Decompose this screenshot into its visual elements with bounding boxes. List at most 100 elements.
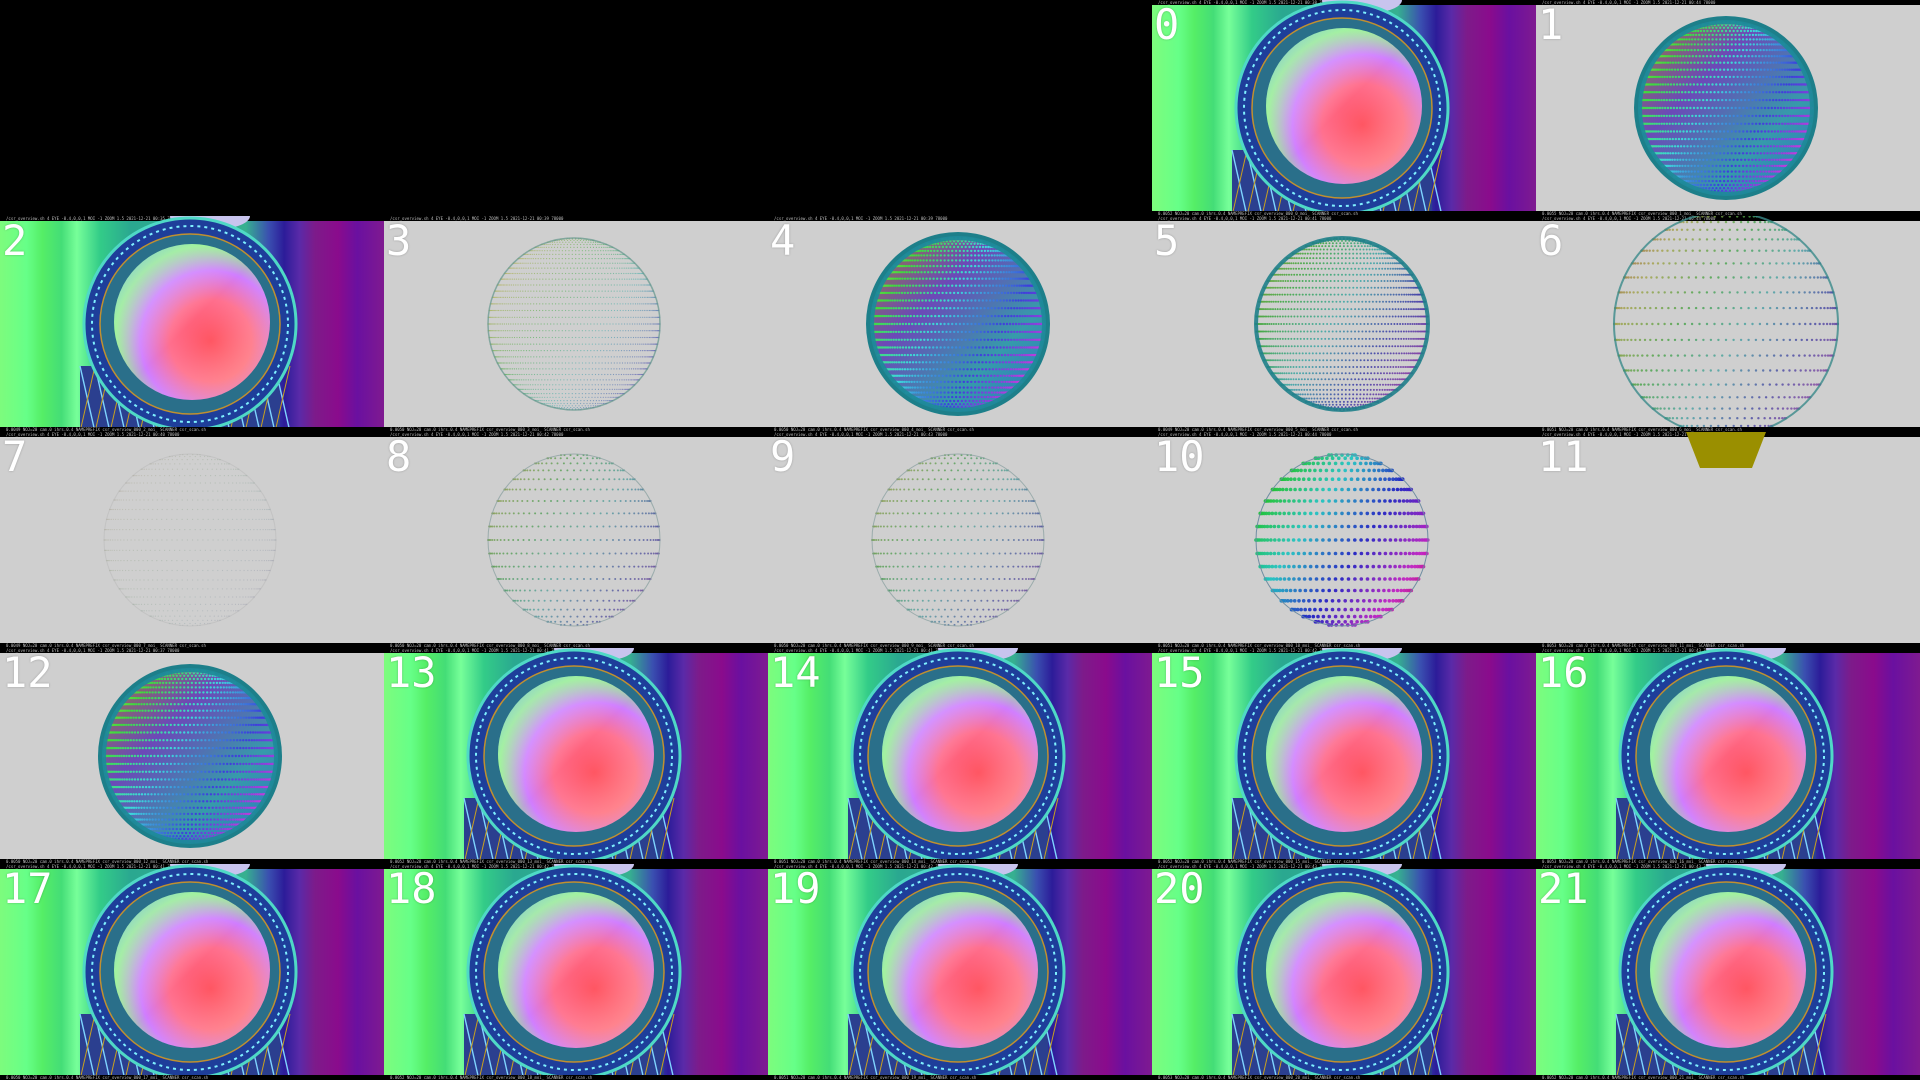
sphere-render: [487, 237, 661, 411]
tile-footer-text: 0.0051 NOJ=20 cam.0 ihrs.0.4 NAMEPREFIX …: [1542, 427, 1742, 432]
tile-footer-strip: 0.0049 NOJ=20 cam.0 ihrs.0.4 NAMEPREFIX …: [0, 643, 384, 648]
pmt-ring: [1243, 873, 1441, 1071]
frame-tile-8[interactable]: /csr_overview.sh 4 EYE -0.4,0,0,1 MOI -1…: [384, 432, 768, 648]
sphere-render: [1231, 648, 1450, 864]
frame-tile-5[interactable]: /csr_overview.sh 4 EYE -0.4,0,0,1 MOI -1…: [1152, 216, 1536, 432]
sphere-render: [79, 864, 298, 1080]
tile-footer-strip: 0.0051 NOJ=20 cam.0 ihrs.0.4 NAMEPREFIX …: [1536, 427, 1920, 432]
tile-index-label: 15: [1154, 648, 1205, 697]
tile-footer-strip: 0.0050 NOJ=20 cam.0 ihrs.0.4 NAMEPREFIX …: [384, 427, 768, 432]
pmt-ring: [91, 873, 289, 1071]
pmt-sphere: [487, 237, 661, 411]
tile-footer-text: 0.0050 NOJ=20 cam.0 ihrs.0.4 NAMEPREFIX …: [390, 643, 590, 648]
tile-header-text: /csr_overview.sh 4 EYE -0.4,0,0,1 MOI -1…: [6, 432, 180, 437]
sphere-render: [463, 864, 682, 1080]
tile-footer-text: 0.0051 NOJ=20 cam.0 ihrs.0.4 NAMEPREFIX …: [774, 859, 977, 864]
tile-footer-text: 0.0050 NOJ=20 cam.0 ihrs.0.4 NAMEPREFIX …: [6, 1075, 209, 1080]
tile-index-label: 5: [1154, 216, 1180, 265]
tile-header-text: /csr_overview.sh 4 EYE -0.4,0,0,1 MOI -1…: [1542, 0, 1716, 5]
tile-index-label: 18: [386, 864, 437, 913]
frame-tile-14[interactable]: /csr_overview.sh 4 EYE -0.4,0,0,1 MOI -1…: [768, 648, 1152, 864]
tile-header-text: /csr_overview.sh 4 EYE -0.4,0,0,1 MOI -1…: [774, 648, 948, 653]
tile-footer-strip: 0.0052 NOJ=20 cam.0 ihrs.0.4 NAMEPREFIX …: [1536, 1075, 1920, 1080]
tile-header-strip: /csr_overview.sh 4 EYE -0.4,0,0,1 MOI -1…: [1152, 216, 1536, 221]
tile-index-label: 9: [770, 432, 796, 481]
pmt-ring: [1243, 9, 1441, 207]
sphere-render: [1231, 864, 1450, 1080]
frame-tile-19[interactable]: /csr_overview.sh 4 EYE -0.4,0,0,1 MOI -1…: [768, 864, 1152, 1080]
tile-header-text: /csr_overview.sh 4 EYE -0.4,0,0,1 MOI -1…: [1542, 648, 1716, 653]
tile-header-text: /csr_overview.sh 4 EYE -0.4,0,0,1 MOI -1…: [1158, 432, 1332, 437]
frame-tile-18[interactable]: /csr_overview.sh 4 EYE -0.4,0,0,1 MOI -1…: [384, 864, 768, 1080]
tile-index-label: 2: [2, 216, 28, 265]
tile-footer-strip: 0.0052 NOJ=20 cam.0 ihrs.0.4 NAMEPREFIX …: [1152, 211, 1536, 216]
frame-tile-9[interactable]: /csr_overview.sh 4 EYE -0.4,0,0,1 MOI -1…: [768, 432, 1152, 648]
pmt-sphere: [871, 453, 1045, 627]
tile-footer-strip: 0.0050 NOJ=20 cam.0 ihrs.0.4 NAMEPREFIX …: [384, 643, 768, 648]
frame-tile-1[interactable]: /csr_overview.sh 4 EYE -0.4,0,0,1 MOI -1…: [1536, 0, 1920, 216]
tile-header-text: /csr_overview.sh 4 EYE -0.4,0,0,1 MOI -1…: [1158, 216, 1332, 221]
pmt-ring: [859, 657, 1057, 855]
tile-header-strip: /csr_overview.sh 4 EYE -0.4,0,0,1 MOI -1…: [0, 432, 384, 437]
frame-tile-3[interactable]: /csr_overview.sh 4 EYE -0.4,0,0,1 MOI -1…: [384, 216, 768, 432]
sphere-render: [866, 232, 1050, 416]
frame-tile-12[interactable]: /csr_overview.sh 4 EYE -0.4,0,0,1 MOI -1…: [0, 648, 384, 864]
tile-header-text: /csr_overview.sh 4 EYE -0.4,0,0,1 MOI -1…: [390, 216, 564, 221]
tile-header-text: /csr_overview.sh 4 EYE -0.4,0,0,1 MOI -1…: [6, 864, 180, 869]
pmt-sphere: [487, 453, 661, 627]
frame-tile-21[interactable]: /csr_overview.sh 4 EYE -0.4,0,0,1 MOI -1…: [1536, 864, 1920, 1080]
frame-tile-6[interactable]: /csr_overview.sh 4 EYE -0.4,0,0,1 MOI -1…: [1536, 216, 1920, 432]
tile-index-label: 14: [770, 648, 821, 697]
sphere-render: [1615, 648, 1834, 864]
frame-tile-17[interactable]: /csr_overview.sh 4 EYE -0.4,0,0,1 MOI -1…: [0, 864, 384, 1080]
frame-tile-4[interactable]: /csr_overview.sh 4 EYE -0.4,0,0,1 MOI -1…: [768, 216, 1152, 432]
frame-tile-13[interactable]: /csr_overview.sh 4 EYE -0.4,0,0,1 MOI -1…: [384, 648, 768, 864]
tile-footer-strip: 0.0050 NOJ=20 cam.0 ihrs.0.4 NAMEPREFIX …: [0, 859, 384, 864]
pmt-ring: [475, 873, 673, 1071]
sphere-render: [871, 453, 1045, 627]
tile-index-label: 11: [1538, 432, 1589, 481]
tile-index-label: 3: [386, 216, 412, 265]
tile-header-strip: /csr_overview.sh 4 EYE -0.4,0,0,1 MOI -1…: [768, 432, 1152, 437]
frame-tile-16[interactable]: /csr_overview.sh 4 EYE -0.4,0,0,1 MOI -1…: [1536, 648, 1920, 864]
tile-header-strip: /csr_overview.sh 4 EYE -0.4,0,0,1 MOI -1…: [384, 216, 768, 221]
tile-header-strip: /csr_overview.sh 4 EYE -0.4,0,0,1 MOI -1…: [1536, 0, 1920, 5]
tile-footer-strip: 0.0055 NOJ=20 cam.0 ihrs.0.4 NAMEPREFIX …: [1536, 211, 1920, 216]
tile-header-text: /csr_overview.sh 4 EYE -0.4,0,0,1 MOI -1…: [1158, 0, 1332, 5]
tile-index-label: 20: [1154, 864, 1205, 913]
tile-header-text: /csr_overview.sh 4 EYE -0.4,0,0,1 MOI -1…: [1542, 432, 1716, 437]
tile-footer-text: 0.0052 NOJ=20 cam.0 ihrs.0.4 NAMEPREFIX …: [390, 859, 593, 864]
tile-index-label: 4: [770, 216, 796, 265]
pmt-ring: [1627, 657, 1825, 855]
sphere-render: [79, 216, 298, 432]
tile-index-label: 12: [2, 648, 53, 697]
frame-tile-0[interactable]: /csr_overview.sh 4 EYE -0.4,0,0,1 MOI -1…: [1152, 0, 1536, 216]
frame-tile-15[interactable]: /csr_overview.sh 4 EYE -0.4,0,0,1 MOI -1…: [1152, 648, 1536, 864]
tile-index-label: 8: [386, 432, 412, 481]
sphere-render: [1612, 216, 1840, 432]
tile-footer-strip: 0.0050 NOJ=20 cam.0 ihrs.0.4 NAMEPREFIX …: [768, 643, 1152, 648]
frame-tile-10[interactable]: /csr_overview.sh 4 EYE -0.4,0,0,1 MOI -1…: [1152, 432, 1536, 648]
tile-footer-text: 0.0053 NOJ=20 cam.0 ihrs.0.4 NAMEPREFIX …: [1542, 859, 1745, 864]
tile-footer-strip: 0.0050 NOJ=20 cam.0 ihrs.0.4 NAMEPREFIX …: [0, 1075, 384, 1080]
frame-tile-2[interactable]: /csr_overview.sh 4 EYE -0.4,0,0,1 MOI -1…: [0, 216, 384, 432]
olive-marker: [1686, 432, 1766, 468]
tile-header-text: /csr_overview.sh 4 EYE -0.4,0,0,1 MOI -1…: [1158, 648, 1332, 653]
tile-index-label: 21: [1538, 864, 1589, 913]
frame-tile-20[interactable]: /csr_overview.sh 4 EYE -0.4,0,0,1 MOI -1…: [1152, 864, 1536, 1080]
pmt-sphere: [866, 232, 1050, 416]
sphere-render: [847, 864, 1066, 1080]
tile-index-label: 7: [2, 432, 28, 481]
pmt-sphere: [1254, 453, 1430, 627]
tile-index-label: 10: [1154, 432, 1205, 481]
tile-footer-text: 0.0049 NOJ=20 cam.0 ihrs.0.4 NAMEPREFIX …: [6, 427, 206, 432]
frame-tile-7[interactable]: /csr_overview.sh 4 EYE -0.4,0,0,1 MOI -1…: [0, 432, 384, 648]
frame-tile-11[interactable]: /csr_overview.sh 4 EYE -0.4,0,0,1 MOI -1…: [1536, 432, 1920, 648]
tile-footer-strip: 0.0052 NOJ=20 cam.0 ihrs.0.4 NAMEPREFIX …: [1152, 859, 1536, 864]
pmt-sphere: [103, 453, 277, 627]
tile-index-label: 6: [1538, 216, 1564, 265]
tile-footer-text: 0.0052 NOJ=20 cam.0 ihrs.0.4 NAMEPREFIX …: [1158, 859, 1361, 864]
tile-footer-strip: 0.0053 NOJ=20 cam.0 ihrs.0.4 NAMEPREFIX …: [1536, 643, 1920, 648]
sphere-render: [1634, 16, 1818, 200]
tile-footer-text: 0.0050 NOJ=20 cam.0 ihrs.0.4 NAMEPREFIX …: [774, 427, 974, 432]
